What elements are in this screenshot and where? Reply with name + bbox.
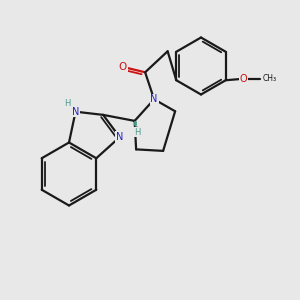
Text: H: H [134, 128, 140, 137]
Text: CH₃: CH₃ [262, 74, 277, 83]
Text: H: H [64, 99, 71, 108]
Text: O: O [118, 62, 127, 72]
Text: N: N [72, 107, 79, 117]
Text: O: O [240, 74, 247, 84]
Text: N: N [116, 132, 123, 142]
Text: N: N [150, 94, 158, 104]
